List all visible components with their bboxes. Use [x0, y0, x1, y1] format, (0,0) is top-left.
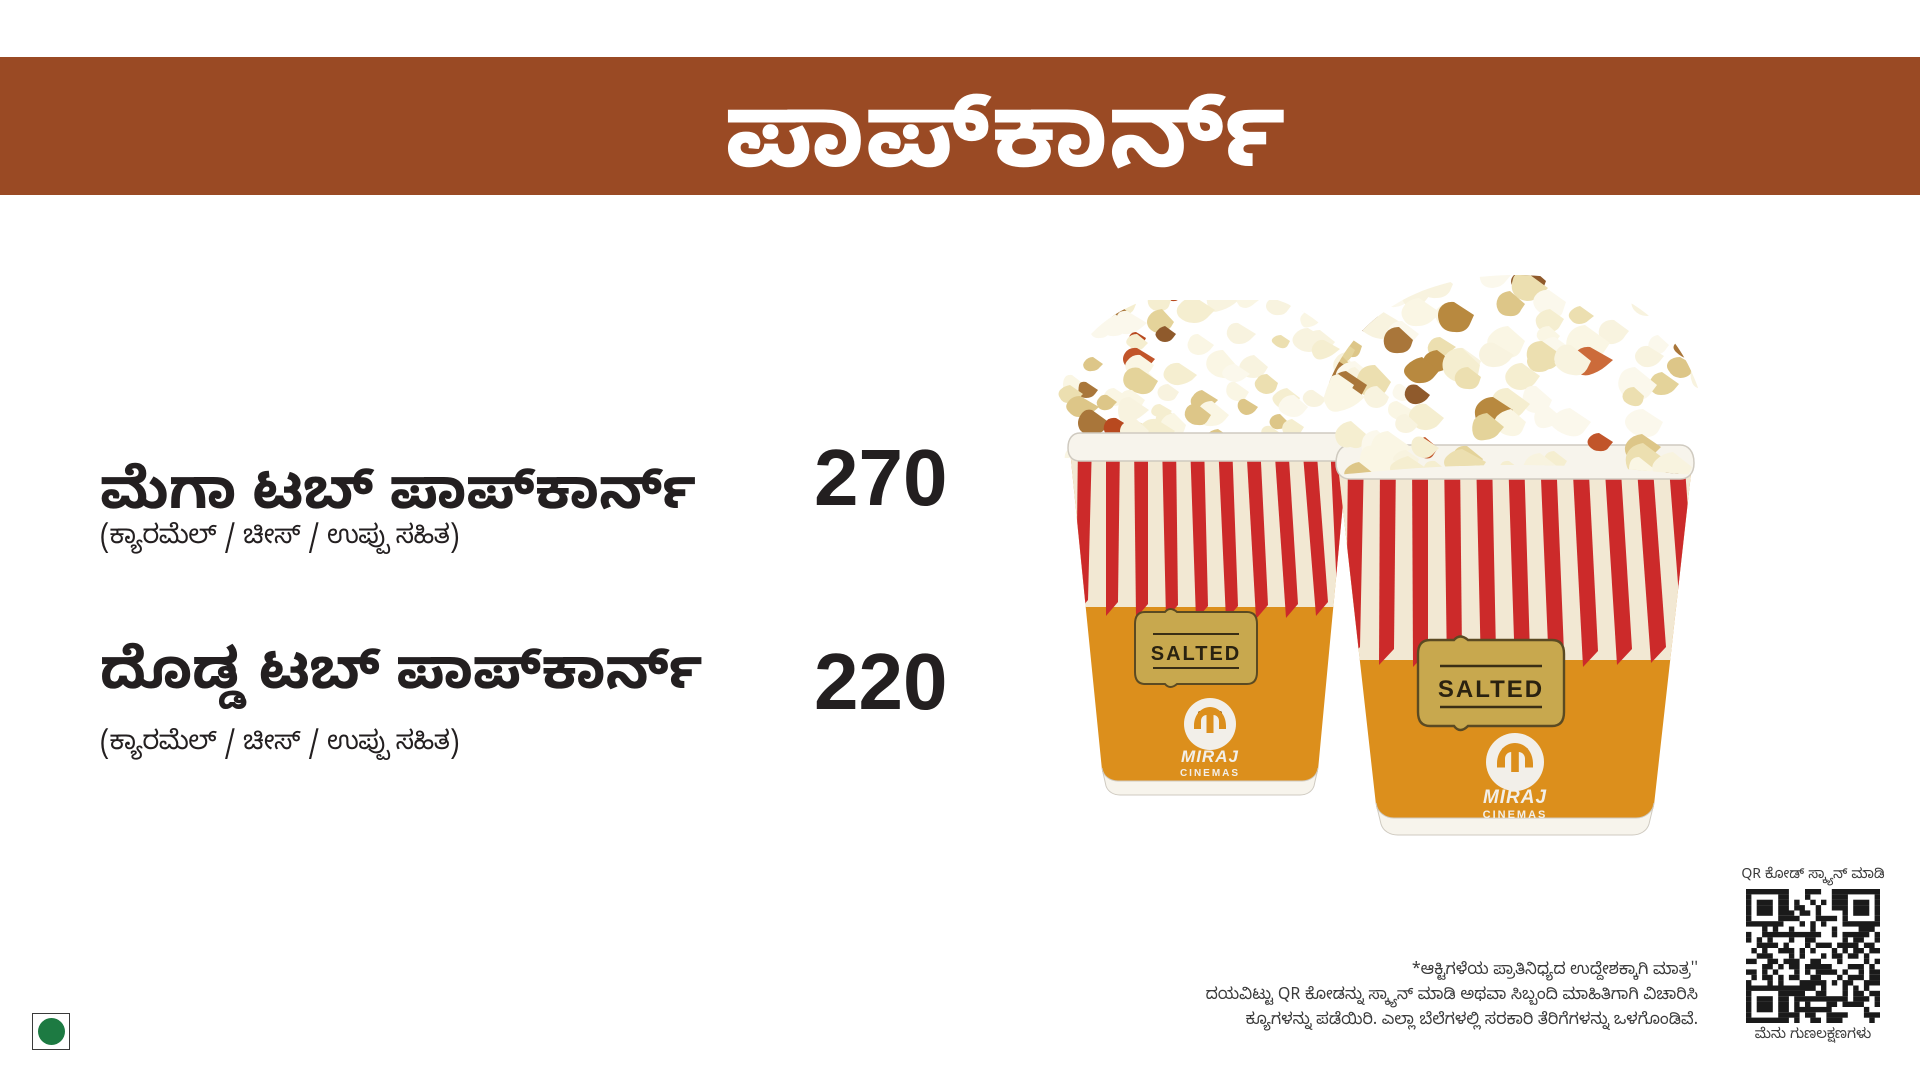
svg-text:MIRAJ: MIRAJ	[1181, 747, 1239, 766]
svg-text:CINEMAS: CINEMAS	[1180, 768, 1240, 779]
svg-text:SALTED: SALTED	[1151, 643, 1242, 665]
svg-text:CINEMAS: CINEMAS	[1483, 809, 1548, 821]
svg-text:SALTED: SALTED	[1438, 676, 1544, 703]
svg-text:MIRAJ: MIRAJ	[1483, 787, 1547, 808]
